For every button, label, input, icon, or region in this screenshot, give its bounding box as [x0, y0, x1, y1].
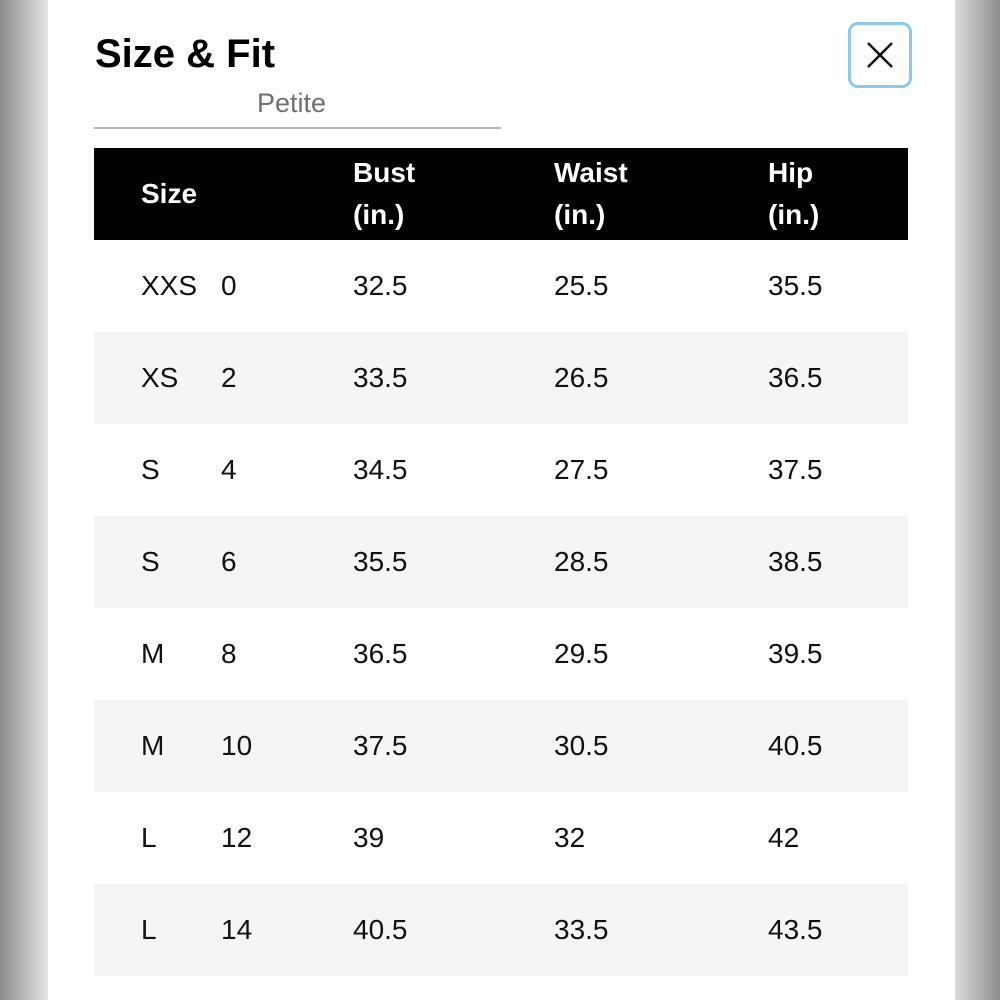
- table-cell: 33.5: [353, 362, 408, 393]
- table-cell: 28.5: [554, 546, 609, 577]
- table-cell: 43.5: [768, 914, 823, 945]
- table-cell: 36.5: [768, 362, 823, 393]
- table-cell: 26.5: [554, 362, 609, 393]
- table-cell: 10: [221, 730, 253, 761]
- close-button[interactable]: [848, 22, 912, 88]
- table-cell: 37.5: [768, 454, 823, 485]
- tab-underline: [94, 127, 501, 129]
- table-cell: 27.5: [554, 454, 609, 485]
- table-cell: 32: [554, 822, 586, 853]
- table-cell: 42: [768, 822, 800, 853]
- table-cell: 25.5: [554, 270, 609, 301]
- table-row: XS 2 33.5 26.5 36.5: [94, 332, 908, 424]
- column-header: Bust: [353, 157, 416, 188]
- table-cell: XXS: [141, 270, 198, 301]
- table-cell: 36.5: [353, 638, 408, 669]
- column-header: Hip: [768, 157, 814, 188]
- column-header: (in.): [768, 199, 820, 230]
- table-row: S 4 34.5 27.5 37.5: [94, 424, 908, 516]
- table-cell: S: [141, 546, 160, 577]
- table-row: L 14 40.5 33.5 43.5: [94, 884, 908, 976]
- table-cell: 35.5: [353, 546, 408, 577]
- column-header: Size: [141, 178, 198, 209]
- table-header: Size Bust (in.) Waist (in.) Hip (in.): [94, 148, 908, 240]
- table-cell: 12: [221, 822, 253, 853]
- table-cell: 35.5: [768, 270, 823, 301]
- close-icon: [867, 42, 893, 68]
- title: Size & Fit: [95, 32, 276, 76]
- table-cell: 8: [221, 638, 237, 669]
- table-cell: 37.5: [353, 730, 408, 761]
- table-cell: L: [141, 914, 157, 945]
- table-cell: 32.5: [353, 270, 408, 301]
- table-cell: 40.5: [353, 914, 408, 945]
- table-cell: XS: [141, 362, 179, 393]
- column-header: Waist: [554, 157, 628, 188]
- table-cell: 33.5: [554, 914, 609, 945]
- table-cell: 4: [221, 454, 237, 485]
- table-cell: S: [141, 454, 160, 485]
- column-header: (in.): [554, 199, 606, 230]
- tab[interactable]: Petite: [257, 88, 327, 118]
- table-cell: L: [141, 822, 157, 853]
- table-cell: 38.5: [768, 546, 823, 577]
- table-cell: 14: [221, 914, 253, 945]
- table-cell: 2: [221, 362, 237, 393]
- column-header: (in.): [353, 199, 405, 230]
- table-cell: 30.5: [554, 730, 609, 761]
- table-cell: 29.5: [554, 638, 609, 669]
- table-cell: M: [141, 730, 165, 761]
- table-cell: 6: [221, 546, 237, 577]
- table-cell: M: [141, 638, 165, 669]
- table-row: XXS 0 32.5 25.5 35.5: [94, 240, 908, 332]
- table-cell: 0: [221, 270, 237, 301]
- table-cell: 40.5: [768, 730, 823, 761]
- table-cell: 34.5: [353, 454, 408, 485]
- table-cell: 39: [353, 822, 385, 853]
- table-row: M 10 37.5 30.5 40.5: [94, 700, 908, 792]
- table-row: L 12 39 32 42: [94, 792, 908, 884]
- table-row: S 6 35.5 28.5 38.5: [94, 516, 908, 608]
- table-cell: 39.5: [768, 638, 823, 669]
- table-row: M 8 36.5 29.5 39.5: [94, 608, 908, 700]
